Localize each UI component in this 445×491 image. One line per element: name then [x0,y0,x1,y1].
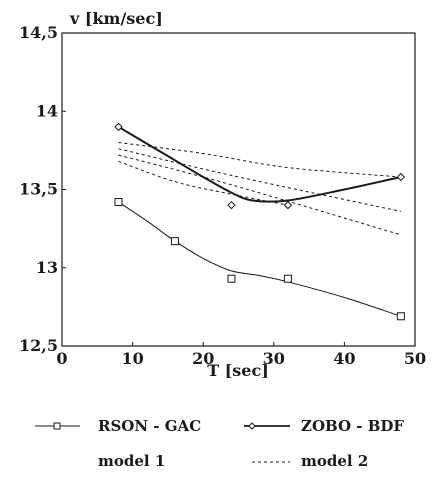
y-axis-title: v [km/sec] [69,9,163,28]
series-line-model-2-4 [118,160,288,206]
x-tick-label: 20 [192,349,214,368]
data-point-rson-gac [283,274,292,283]
x-tick-label: 50 [404,349,426,368]
data-point-zobo-bdf [114,122,123,132]
data-point-zobo-bdf [283,200,293,210]
data-point-rson-gac [396,312,405,321]
series-line-model-2-3 [118,154,402,236]
legend-marker-square [53,422,61,430]
data-point-rson-gac [114,198,123,207]
legend-label-model-1: model 1 [98,452,165,470]
data-point-rson-gac [170,237,179,246]
legend-marker-diamond [248,422,256,430]
y-tick-label: 13,5 [19,180,58,199]
legend-label-zobo-bdf: ZOBO - BDF [301,417,404,435]
x-tick-label: 10 [121,349,143,368]
legend: RSON - GAC ZOBO - BDF model 1 model 2 [35,417,404,470]
x-tick-label: 40 [333,349,355,368]
series-line-model-2-2 [118,148,402,212]
axis-ticks: 0 10 20 30 40 50 12,5 13 13,5 14 14,5 [19,23,426,368]
x-tick-label: 0 [56,349,67,368]
y-tick-label: 12,5 [19,336,58,355]
x-axis-title: T [sec] [207,361,269,380]
series-line-rson-gac [118,201,402,317]
legend-label-model-2: model 2 [301,452,368,470]
data-point-zobo-bdf [396,172,406,182]
data-point-zobo-bdf [227,200,236,210]
legend-label-rson-gac: RSON - GAC [98,417,201,435]
data-point-rson-gac [227,274,236,283]
series-line-model-2-1 [118,142,401,178]
series-line-zobo-bdf [117,126,402,203]
plot-frame [61,32,416,347]
y-tick-label: 14,5 [19,23,58,42]
y-tick-label: 14 [36,101,58,120]
x-tick-label: 30 [263,349,285,368]
y-tick-label: 13 [36,258,58,277]
series-markers [114,122,406,321]
series-lines [117,126,402,317]
